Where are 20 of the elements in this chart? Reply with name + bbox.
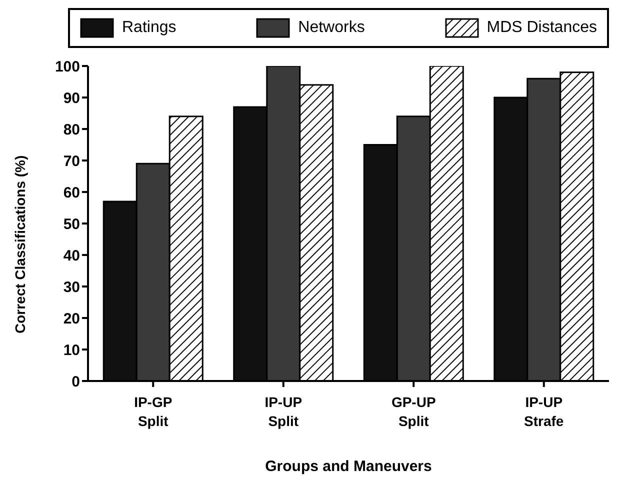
y-tick-label: 100 bbox=[54, 58, 80, 76]
y-tick-label: 70 bbox=[63, 152, 80, 170]
legend-label: Networks bbox=[297, 18, 365, 38]
y-tick-label: 30 bbox=[63, 278, 80, 296]
legend-label: MDS Distances bbox=[486, 18, 597, 38]
x-tick-label: IP-GP Split bbox=[134, 394, 172, 429]
y-tick-label: 0 bbox=[72, 373, 80, 390]
x-tick-label: GP-UP Split bbox=[391, 394, 436, 429]
y-tick-label: 10 bbox=[63, 342, 80, 359]
x-tick-label: IP-UP Strafe bbox=[524, 394, 564, 429]
y-tick-label: 80 bbox=[63, 121, 80, 138]
x-axis-title: Groups and Maneuvers bbox=[265, 458, 432, 475]
y-tick-label: 60 bbox=[63, 184, 80, 202]
y-axis-title: Correct Classifications (%) bbox=[12, 155, 28, 334]
legend-label: Ratings bbox=[121, 18, 176, 38]
y-tick-label: 50 bbox=[63, 216, 80, 233]
y-tick-label: 40 bbox=[63, 247, 80, 264]
y-tick-label: 20 bbox=[63, 310, 80, 328]
y-tick-label: 90 bbox=[63, 90, 80, 107]
x-tick-label: IP-UP Split bbox=[264, 394, 302, 429]
